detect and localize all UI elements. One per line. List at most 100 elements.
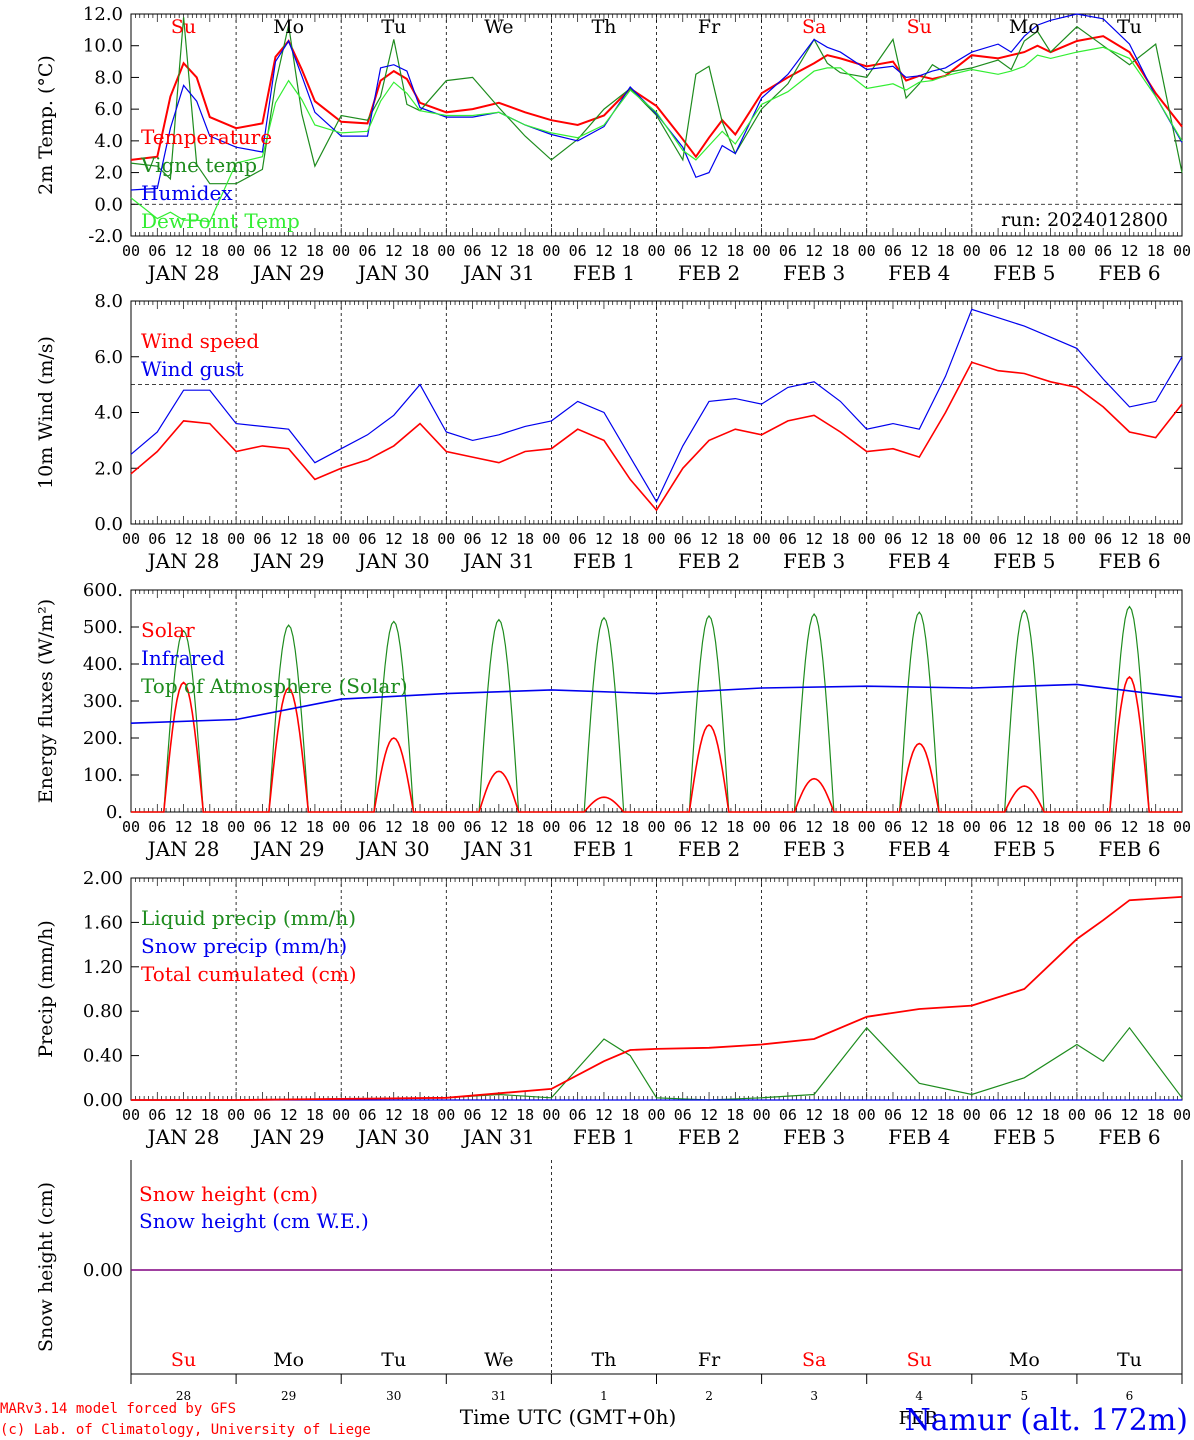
legend-entry: Infrared [141,646,225,670]
hour-label: 18 [936,242,954,260]
series-line-dewpoint-temp [130,46,1183,223]
hour-label: 18 [726,530,744,548]
series-line-wind-speed [130,361,1183,512]
credit-lab: (c) Lab. of Climatology, University of L… [0,1422,371,1438]
hour-label: 18 [306,530,324,548]
date-label: JAN 30 [356,837,430,861]
hour-label: 00 [122,242,140,260]
y-tick-label: 0.00 [83,1090,123,1111]
date-label: JAN 31 [461,549,535,573]
hour-label: 06 [464,1106,482,1124]
legend-entry: Temperature [141,125,272,149]
hour-label: 00 [437,242,455,260]
hour-label: 12 [490,530,508,548]
hour-label: 00 [437,1106,455,1124]
hour-label: 18 [411,530,429,548]
weekday-label: Sa [802,1349,826,1371]
y-axis-label: Snow height (cm) [35,1182,57,1352]
hour-label: 12 [385,242,403,260]
date-label: FEB 6 [1098,1125,1160,1149]
day-number: 28 [176,1389,191,1403]
y-tick-label: 8.0 [94,67,123,88]
hour-label: 18 [201,530,219,548]
date-label: FEB 1 [573,837,635,861]
y-tick-label: 6.0 [94,347,123,368]
hour-label: 00 [858,242,876,260]
hour-label: 06 [148,818,166,836]
hour-label: 00 [227,530,245,548]
hour-label: 12 [175,1106,193,1124]
legend-entry: Top of Atmosphere (Solar) [141,674,408,698]
hour-label: 12 [385,1106,403,1124]
hour-label: 12 [910,818,928,836]
y-axis-label: 2m Temp. (°C) [35,55,57,195]
hour-label: 12 [805,818,823,836]
hour-label: 00 [753,530,771,548]
hour-label: 18 [726,818,744,836]
hour-label: 00 [332,242,350,260]
hour-label: 18 [516,242,534,260]
weekday-label: Tu [1117,16,1142,38]
legend-entry: Wind speed [141,329,259,353]
day-number: 29 [281,1389,296,1403]
day-number: 1 [600,1389,608,1403]
date-label: FEB 5 [993,261,1055,285]
y-tick-label: 0. [106,802,123,823]
hour-label: 12 [700,242,718,260]
date-label: JAN 28 [146,837,220,861]
hour-label: 00 [122,530,140,548]
hour-label: 12 [805,1106,823,1124]
hour-label: 00 [963,530,981,548]
legend-entry: Snow height (cm W.E.) [139,1209,369,1233]
hour-label: 12 [910,1106,928,1124]
hour-label: 06 [569,818,587,836]
hour-label: 12 [1015,242,1033,260]
x-axis-label: Time UTC (GMT+0h) [460,1405,677,1429]
date-label: JAN 29 [251,549,325,573]
hour-label: 12 [910,242,928,260]
hour-label: 06 [253,242,271,260]
weekday-label: Su [907,1349,932,1371]
hour-label: 06 [674,818,692,836]
hour-label: 06 [569,530,587,548]
y-tick-label: 10.0 [83,36,123,57]
hour-label: 00 [647,818,665,836]
y-tick-label: 4.0 [94,131,123,152]
hour-label: 12 [280,530,298,548]
hour-label: 18 [831,1106,849,1124]
hour-label: 12 [1120,530,1138,548]
y-tick-label: 2.00 [83,868,123,889]
date-label: JAN 28 [146,549,220,573]
hour-label: 00 [332,818,350,836]
plot-frame [130,300,1183,525]
date-label: JAN 29 [251,837,325,861]
hour-label: 06 [148,530,166,548]
hour-label: 06 [779,1106,797,1124]
hour-label: 00 [1173,1106,1191,1124]
hour-label: 18 [1147,242,1165,260]
hour-label: 00 [1173,818,1191,836]
weekday-label: Mo [273,1349,304,1371]
hour-label: 12 [1120,818,1138,836]
date-label: JAN 31 [461,837,535,861]
hour-label: 00 [1068,1106,1086,1124]
hour-label: 18 [516,818,534,836]
weekday-label: Su [171,1349,196,1371]
y-tick-label: 0.80 [83,1001,123,1022]
weekday-label: Mo [1009,16,1040,38]
y-tick-label: 1.20 [83,957,123,978]
hour-label: 18 [621,242,639,260]
weekday-label: Sa [802,16,826,38]
hour-label: 06 [779,242,797,260]
hour-label: 18 [411,818,429,836]
y-tick-label: 200. [83,728,123,749]
y-tick-label: 500. [83,617,123,638]
weekday-label: We [484,16,513,38]
hour-label: 18 [1147,818,1165,836]
hour-label: 12 [700,818,718,836]
hour-label: 00 [332,530,350,548]
hour-label: 18 [516,530,534,548]
date-label: FEB 5 [993,1125,1055,1149]
hour-label: 12 [1015,530,1033,548]
